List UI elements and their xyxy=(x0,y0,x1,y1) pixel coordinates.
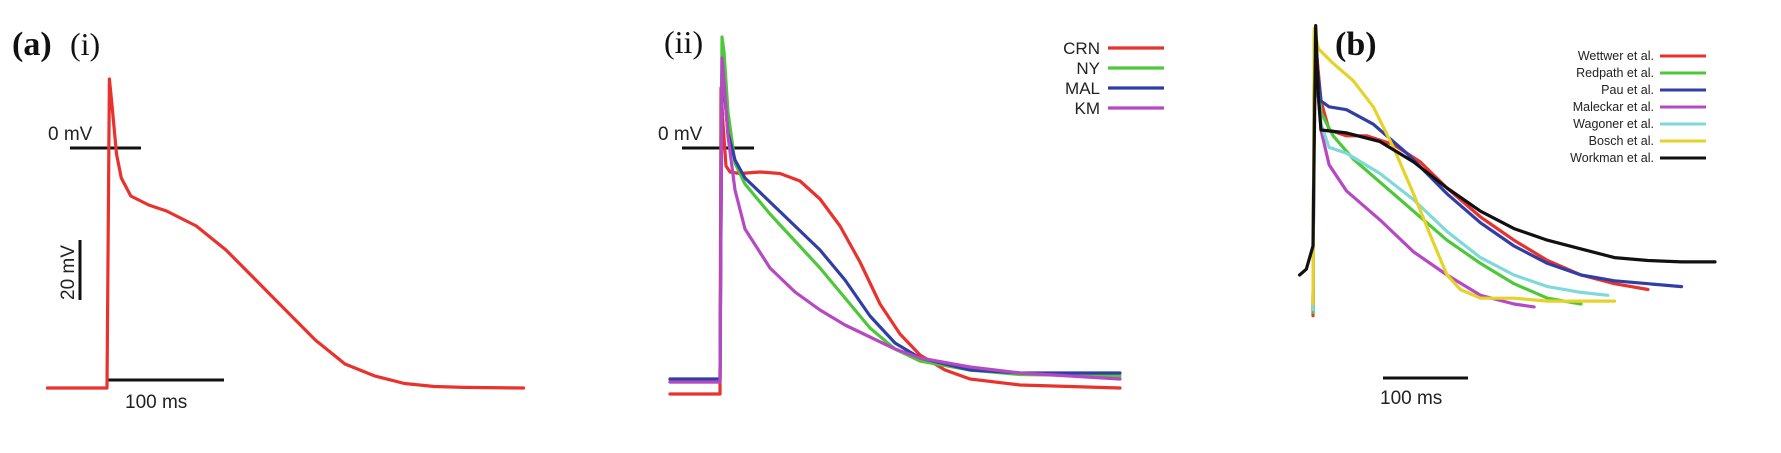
ap-trace-km xyxy=(668,56,1122,384)
legend-label-ny: NY xyxy=(1076,59,1100,78)
legend-label-redpath: Redpath et al. xyxy=(1576,66,1654,80)
legend-label-bosch: Bosch et al. xyxy=(1589,134,1654,148)
voltage-scale-label: 20 mV xyxy=(58,245,79,300)
legend-ii: CRN NY MAL KM xyxy=(1063,39,1164,118)
ap-trace-workman xyxy=(1298,24,1717,277)
ap-trace-a xyxy=(45,77,526,390)
zero-mv-label-a: 0 mV xyxy=(48,124,93,145)
legend-label-km: KM xyxy=(1075,99,1101,118)
legend-label-maleckar: Maleckar et al. xyxy=(1573,100,1654,114)
panel-b: (b) 100 ms Wettwer et al. Redpath et al.… xyxy=(1298,24,1717,409)
time-scale-label-a: 100 ms xyxy=(125,392,187,413)
legend-label-crn: CRN xyxy=(1063,39,1100,58)
legend-label-workman: Workman et al. xyxy=(1570,151,1654,165)
panel-a-i: (a) (i) 0 mV 20 mV 100 ms xyxy=(12,26,526,413)
legend-label-pau: Pau et al. xyxy=(1601,83,1654,97)
legend-label-wettwer: Wettwer et al. xyxy=(1578,49,1654,63)
zero-mv-label-ii: 0 mV xyxy=(658,124,703,145)
legend-label-wagoner: Wagoner et al. xyxy=(1573,117,1654,131)
ap-trace-bosch xyxy=(1311,26,1617,306)
ap-trace-crn xyxy=(668,86,1122,396)
panel-a-ii: (ii) 0 mV CRN NY MAL KM xyxy=(658,24,1164,396)
panel-a-label: (a) xyxy=(12,26,52,63)
time-scale-label-b: 100 ms xyxy=(1380,388,1442,409)
ap-trace-wettwer xyxy=(1311,41,1650,318)
ap-trace-ny xyxy=(668,35,1122,384)
legend-b: Wettwer et al. Redpath et al. Pau et al.… xyxy=(1570,49,1706,165)
ap-trace-mal xyxy=(668,71,1122,381)
panel-i-label: (i) xyxy=(70,26,100,62)
legend-label-mal: MAL xyxy=(1065,79,1100,98)
panel-b-label: (b) xyxy=(1335,26,1377,63)
panel-ii-label: (ii) xyxy=(664,24,703,60)
